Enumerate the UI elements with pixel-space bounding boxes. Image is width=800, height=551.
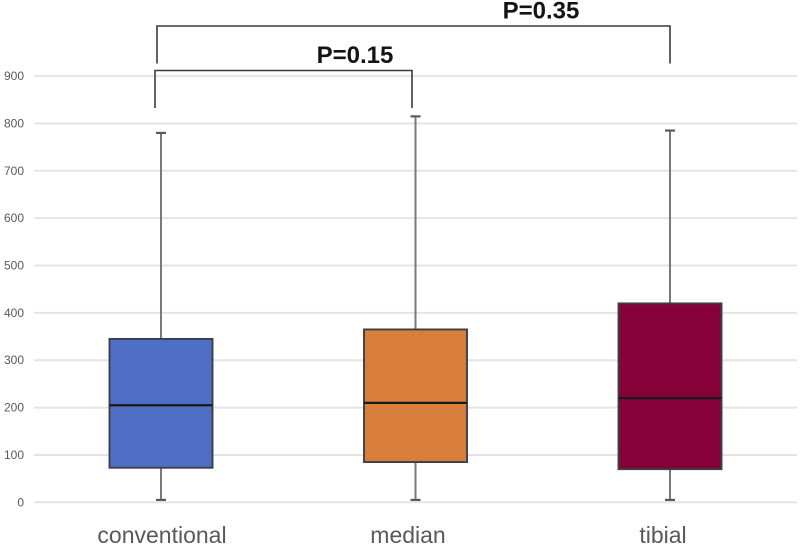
y-tick-label: 800	[4, 116, 24, 130]
box-tibial	[617, 302, 723, 471]
box-median	[363, 328, 468, 463]
box-conventional	[108, 337, 214, 469]
y-tick-label: 500	[4, 259, 24, 273]
p-value-label-median: P=0.15	[317, 42, 394, 69]
y-tick-label: 700	[4, 164, 24, 178]
category-label-conventional: conventional	[97, 522, 226, 548]
y-tick-label: 200	[4, 401, 24, 415]
y-tick-label: 600	[4, 211, 24, 225]
y-tick-label: 900	[4, 69, 24, 83]
category-label-tibial: tibial	[639, 522, 686, 548]
significance-bracket-conventional-median	[154, 69, 413, 108]
p-value-label-tibial: P=0.35	[503, 0, 580, 25]
y-tick-label: 400	[4, 306, 24, 320]
y-tick-label: 100	[4, 448, 24, 462]
category-label-median: median	[370, 522, 445, 548]
y-tick-label: 300	[4, 353, 24, 367]
y-tick-label: 0	[17, 495, 24, 509]
significance-bracket-conventional-tibial	[156, 25, 671, 64]
